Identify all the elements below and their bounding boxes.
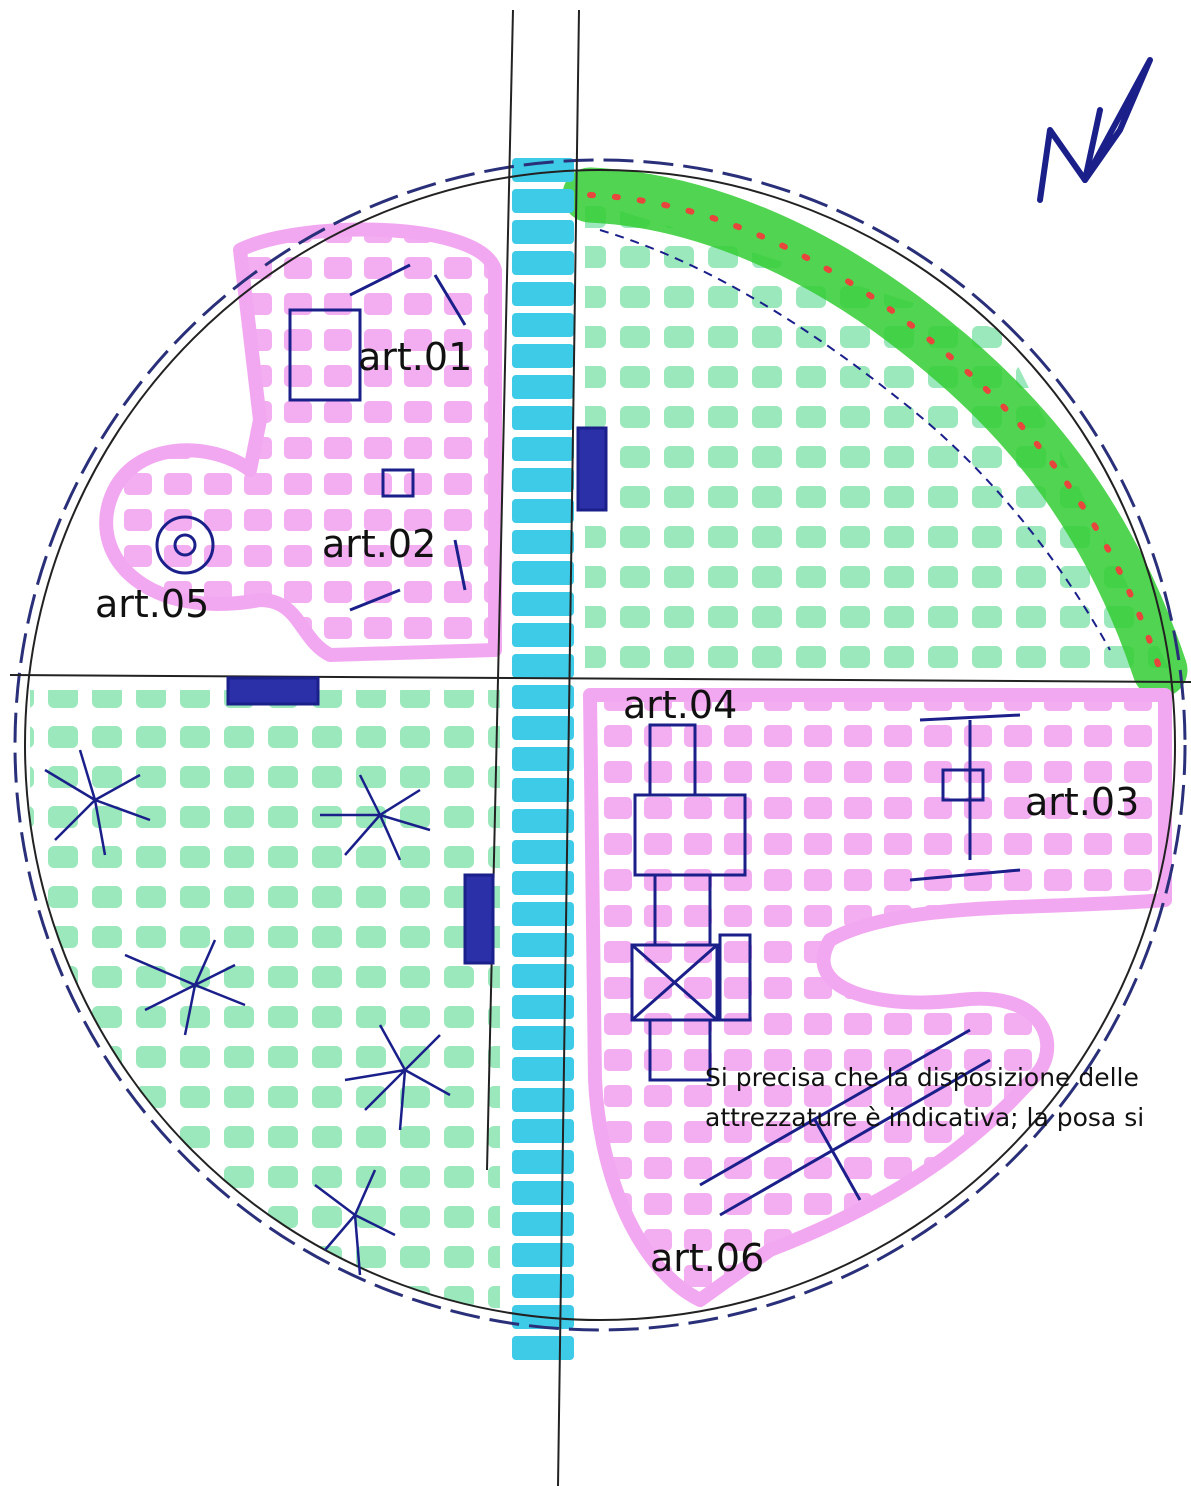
- hedge: [562, 167, 1188, 698]
- play-equipment-icon: [288, 263, 467, 402]
- note-line-1: Si precisa che la disposizione delle: [705, 1063, 1139, 1092]
- path-stone: [512, 654, 574, 678]
- fence-ring: [13, 158, 1187, 1332]
- path-stone: [512, 1243, 574, 1267]
- tree-icon: [314, 1169, 396, 1276]
- path-stone: [512, 592, 574, 616]
- tree-icon: [320, 774, 431, 861]
- path-stone: [512, 1026, 574, 1050]
- note-block: Si precisa che la disposizione delle att…: [700, 1050, 1191, 1486]
- path-stone: [512, 1119, 574, 1143]
- label-art06: art.06: [650, 1236, 765, 1280]
- path-stone: [512, 561, 574, 585]
- path-stone: [512, 809, 574, 833]
- path-stone: [512, 933, 574, 957]
- tree-icon: [124, 939, 246, 1036]
- path-stone: [512, 189, 574, 213]
- axis-horizontal: [9, 674, 1191, 683]
- path-stone: [512, 282, 574, 306]
- path-stone: [512, 530, 574, 554]
- label-art03: art.03: [1025, 780, 1140, 824]
- path-stone: [512, 685, 574, 709]
- label-art01: art.01: [358, 335, 473, 379]
- path-stone: [512, 778, 574, 802]
- bench-icon: [576, 426, 608, 512]
- path-stone: [512, 375, 574, 399]
- north-arrow-icon: [1037, 57, 1153, 203]
- play-equipment-icon: [909, 713, 1021, 882]
- play-equipment-icon: [349, 468, 467, 612]
- path-stone: [512, 406, 574, 430]
- path-stone: [512, 964, 574, 988]
- path-stone: [512, 747, 574, 771]
- path-stone: [512, 871, 574, 895]
- path-stone: [512, 995, 574, 1019]
- play-equipment-icon: [630, 723, 752, 1082]
- paved-zones: [99, 222, 1172, 1307]
- path-stone: [512, 251, 574, 275]
- note-line-2: attrezzature è indicativa; la posa si: [705, 1103, 1145, 1132]
- path-stone: [512, 716, 574, 740]
- path-stone: [512, 1336, 574, 1360]
- path-stone: [512, 468, 574, 492]
- central-path: [512, 158, 574, 1360]
- path-stone: [512, 1181, 574, 1205]
- tree-icon: [44, 749, 151, 856]
- label-art04: art.04: [623, 683, 738, 727]
- path-stone: [512, 902, 574, 926]
- bench-icon: [226, 676, 320, 706]
- path-stone: [512, 313, 574, 337]
- path-stone: [512, 344, 574, 368]
- path-stone: [512, 1057, 574, 1081]
- path-stone: [512, 840, 574, 864]
- tree-icon: [344, 1024, 451, 1131]
- path-stone: [512, 220, 574, 244]
- path-stone: [512, 1212, 574, 1236]
- site-boundary: [24, 169, 1176, 1321]
- path-stone: [512, 499, 574, 523]
- path-stone: [512, 1088, 574, 1112]
- path-stone: [512, 1274, 574, 1298]
- play-equipment-icon: [155, 515, 215, 575]
- axis-vertical-left: [486, 9, 514, 1171]
- bench-icon: [463, 873, 495, 965]
- path-stone: [512, 1150, 574, 1174]
- label-art02: art.02: [322, 522, 437, 566]
- path-stone: [512, 623, 574, 647]
- play-equipment-icon: [699, 1028, 991, 1217]
- axis-vertical-right: [557, 9, 580, 1486]
- label-art05: art.05: [95, 582, 210, 626]
- path-stone: [512, 437, 574, 461]
